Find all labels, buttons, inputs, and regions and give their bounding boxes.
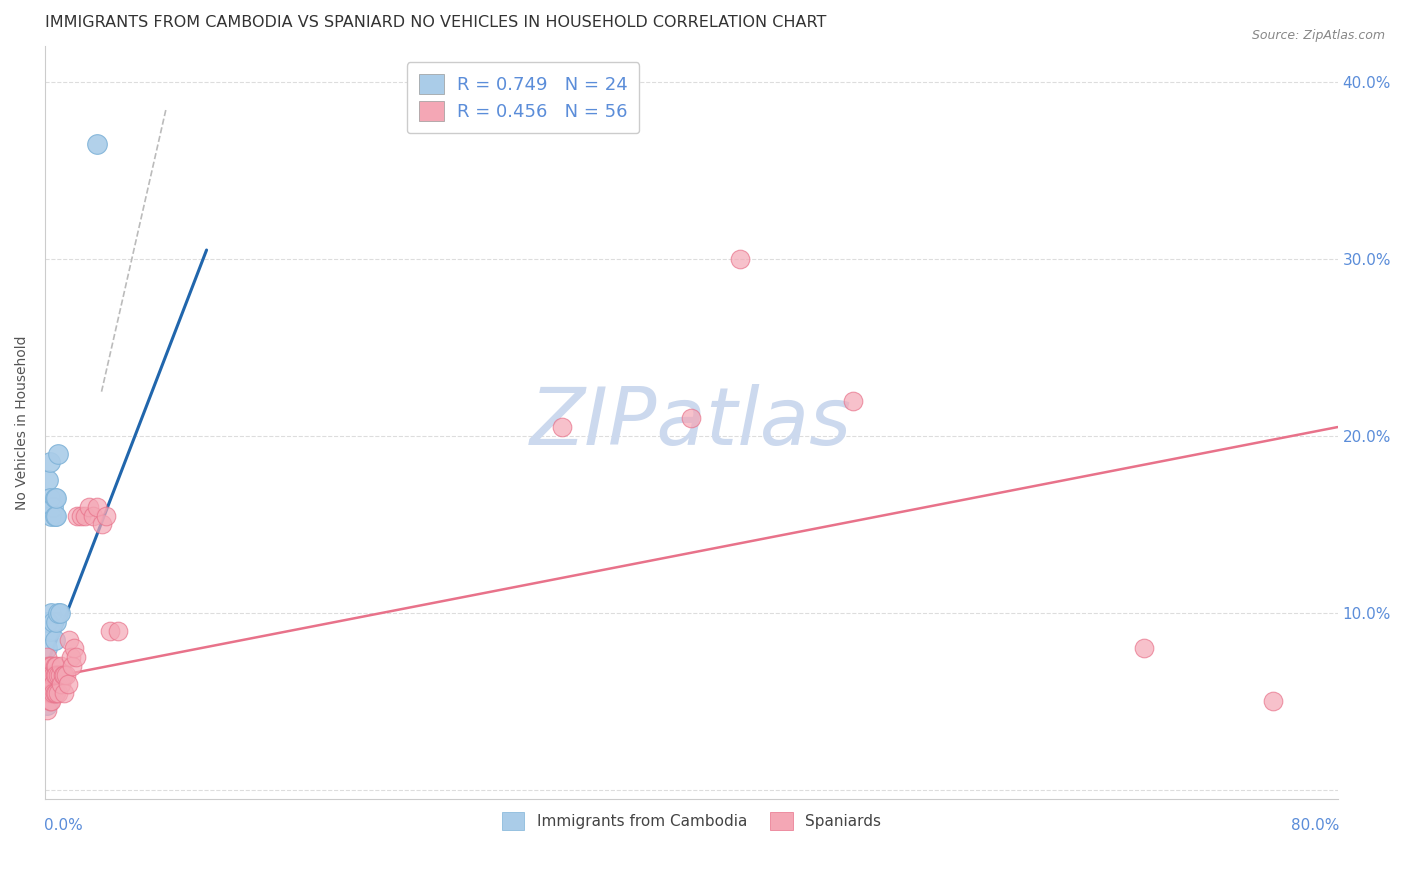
Point [58,632,80,647]
Point [82,508,104,523]
Text: ZIPatlas: ZIPatlas [530,384,852,462]
Point [38,624,60,638]
Point [35,615,58,629]
Point [37,473,59,487]
Point [41,694,63,708]
Point [728,252,751,266]
Point [45,685,67,699]
Point [1132,641,1154,656]
Point [41,685,63,699]
Point [59,650,82,665]
Point [42,668,65,682]
Point [55,668,77,682]
Point [46,606,69,620]
Point [46,668,69,682]
Point [38,455,60,469]
Point [45,508,67,523]
Point [35,668,58,682]
Point [41,508,63,523]
Point [35,641,58,656]
Legend: Immigrants from Cambodia, Spaniards: Immigrants from Cambodia, Spaniards [495,805,887,837]
Point [107,624,129,638]
Point [49,659,72,673]
Point [44,668,66,682]
Point [48,668,70,682]
Point [35,703,58,717]
Point [44,508,66,523]
Point [65,650,87,665]
Point [1261,694,1284,708]
Point [37,685,59,699]
Point [86,500,108,514]
Text: 0.0%: 0.0% [44,818,83,832]
Point [37,685,59,699]
Point [46,685,69,699]
Point [53,668,76,682]
Point [38,677,60,691]
Point [842,393,865,408]
Point [35,698,58,712]
Point [35,650,58,665]
Point [42,615,65,629]
Point [37,615,59,629]
Point [56,677,79,691]
Point [38,491,60,505]
Point [38,668,60,682]
Point [41,668,63,682]
Text: IMMIGRANTS FROM CAMBODIA VS SPANIARD NO VEHICLES IN HOUSEHOLD CORRELATION CHART: IMMIGRANTS FROM CAMBODIA VS SPANIARD NO … [45,15,827,30]
Point [551,420,574,434]
Point [75,508,97,523]
Point [53,685,76,699]
Point [52,668,75,682]
Point [86,136,108,151]
Point [44,685,66,699]
Point [45,491,67,505]
Point [69,508,91,523]
Point [35,685,58,699]
Point [38,694,60,708]
Point [37,668,59,682]
Point [37,677,59,691]
Point [49,677,72,691]
Point [66,508,89,523]
Point [42,500,65,514]
Text: Source: ZipAtlas.com: Source: ZipAtlas.com [1251,29,1385,42]
Text: 80.0%: 80.0% [1291,818,1339,832]
Point [44,632,66,647]
Point [42,677,65,691]
Point [62,659,84,673]
Point [42,685,65,699]
Point [77,500,100,514]
Point [41,677,63,691]
Point [38,659,60,673]
Point [46,447,69,461]
Point [44,659,66,673]
Point [98,624,121,638]
Point [48,606,70,620]
Point [45,615,67,629]
Point [45,668,67,682]
Point [44,491,66,505]
Point [681,411,703,425]
Point [41,659,63,673]
Point [96,508,118,523]
Y-axis label: No Vehicles in Household: No Vehicles in Household [15,335,30,510]
Point [90,517,112,532]
Point [41,606,63,620]
Point [37,659,59,673]
Point [45,659,67,673]
Point [63,641,86,656]
